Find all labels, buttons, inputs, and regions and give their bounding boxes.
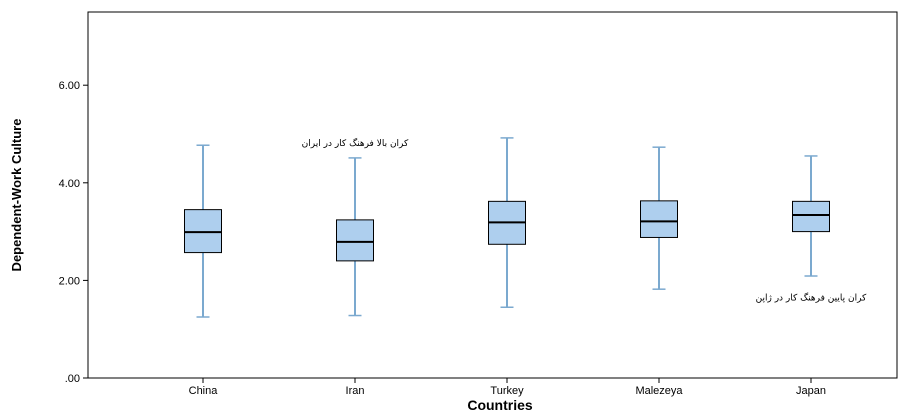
y-tick-label: 6.00 bbox=[59, 80, 80, 92]
box-iran bbox=[336, 157, 374, 317]
y-tick-label: 4.00 bbox=[59, 178, 80, 190]
y-tick-label: .00 bbox=[65, 373, 80, 385]
box-japan bbox=[792, 155, 830, 277]
interquartile-box bbox=[792, 200, 830, 233]
annotation-label: کران پایین فرهنگ کار در ژاپن bbox=[756, 291, 867, 303]
interquartile-box bbox=[640, 200, 678, 238]
x-axis-title: Countries bbox=[467, 397, 533, 413]
y-axis-ticks: .00 2.00 4.00 6.00 bbox=[59, 80, 88, 385]
x-tick-label: Turkey bbox=[490, 385, 524, 397]
interquartile-box bbox=[336, 219, 374, 262]
x-tick-label: Malezeya bbox=[635, 385, 683, 397]
annotation-label: کران بالا فرهنگ کار در ایران bbox=[302, 137, 409, 149]
box-turkey bbox=[488, 137, 526, 308]
plot-frame bbox=[87, 11, 898, 379]
x-tick-label: China bbox=[189, 385, 219, 397]
x-tick-label: Japan bbox=[796, 385, 826, 397]
boxes-layer bbox=[184, 137, 830, 318]
x-axis-ticks: China Iran Turkey Malezeya Japan bbox=[189, 378, 826, 397]
box-malezeya bbox=[640, 146, 678, 290]
y-axis-title: Dependent-Work Culture bbox=[9, 119, 24, 272]
x-tick-label: Iran bbox=[346, 385, 365, 397]
y-tick-label: 2.00 bbox=[59, 275, 80, 287]
box-china bbox=[184, 144, 222, 318]
annotations-layer: کران بالا فرهنگ کار در ایران کران پایین ف… bbox=[302, 137, 867, 304]
